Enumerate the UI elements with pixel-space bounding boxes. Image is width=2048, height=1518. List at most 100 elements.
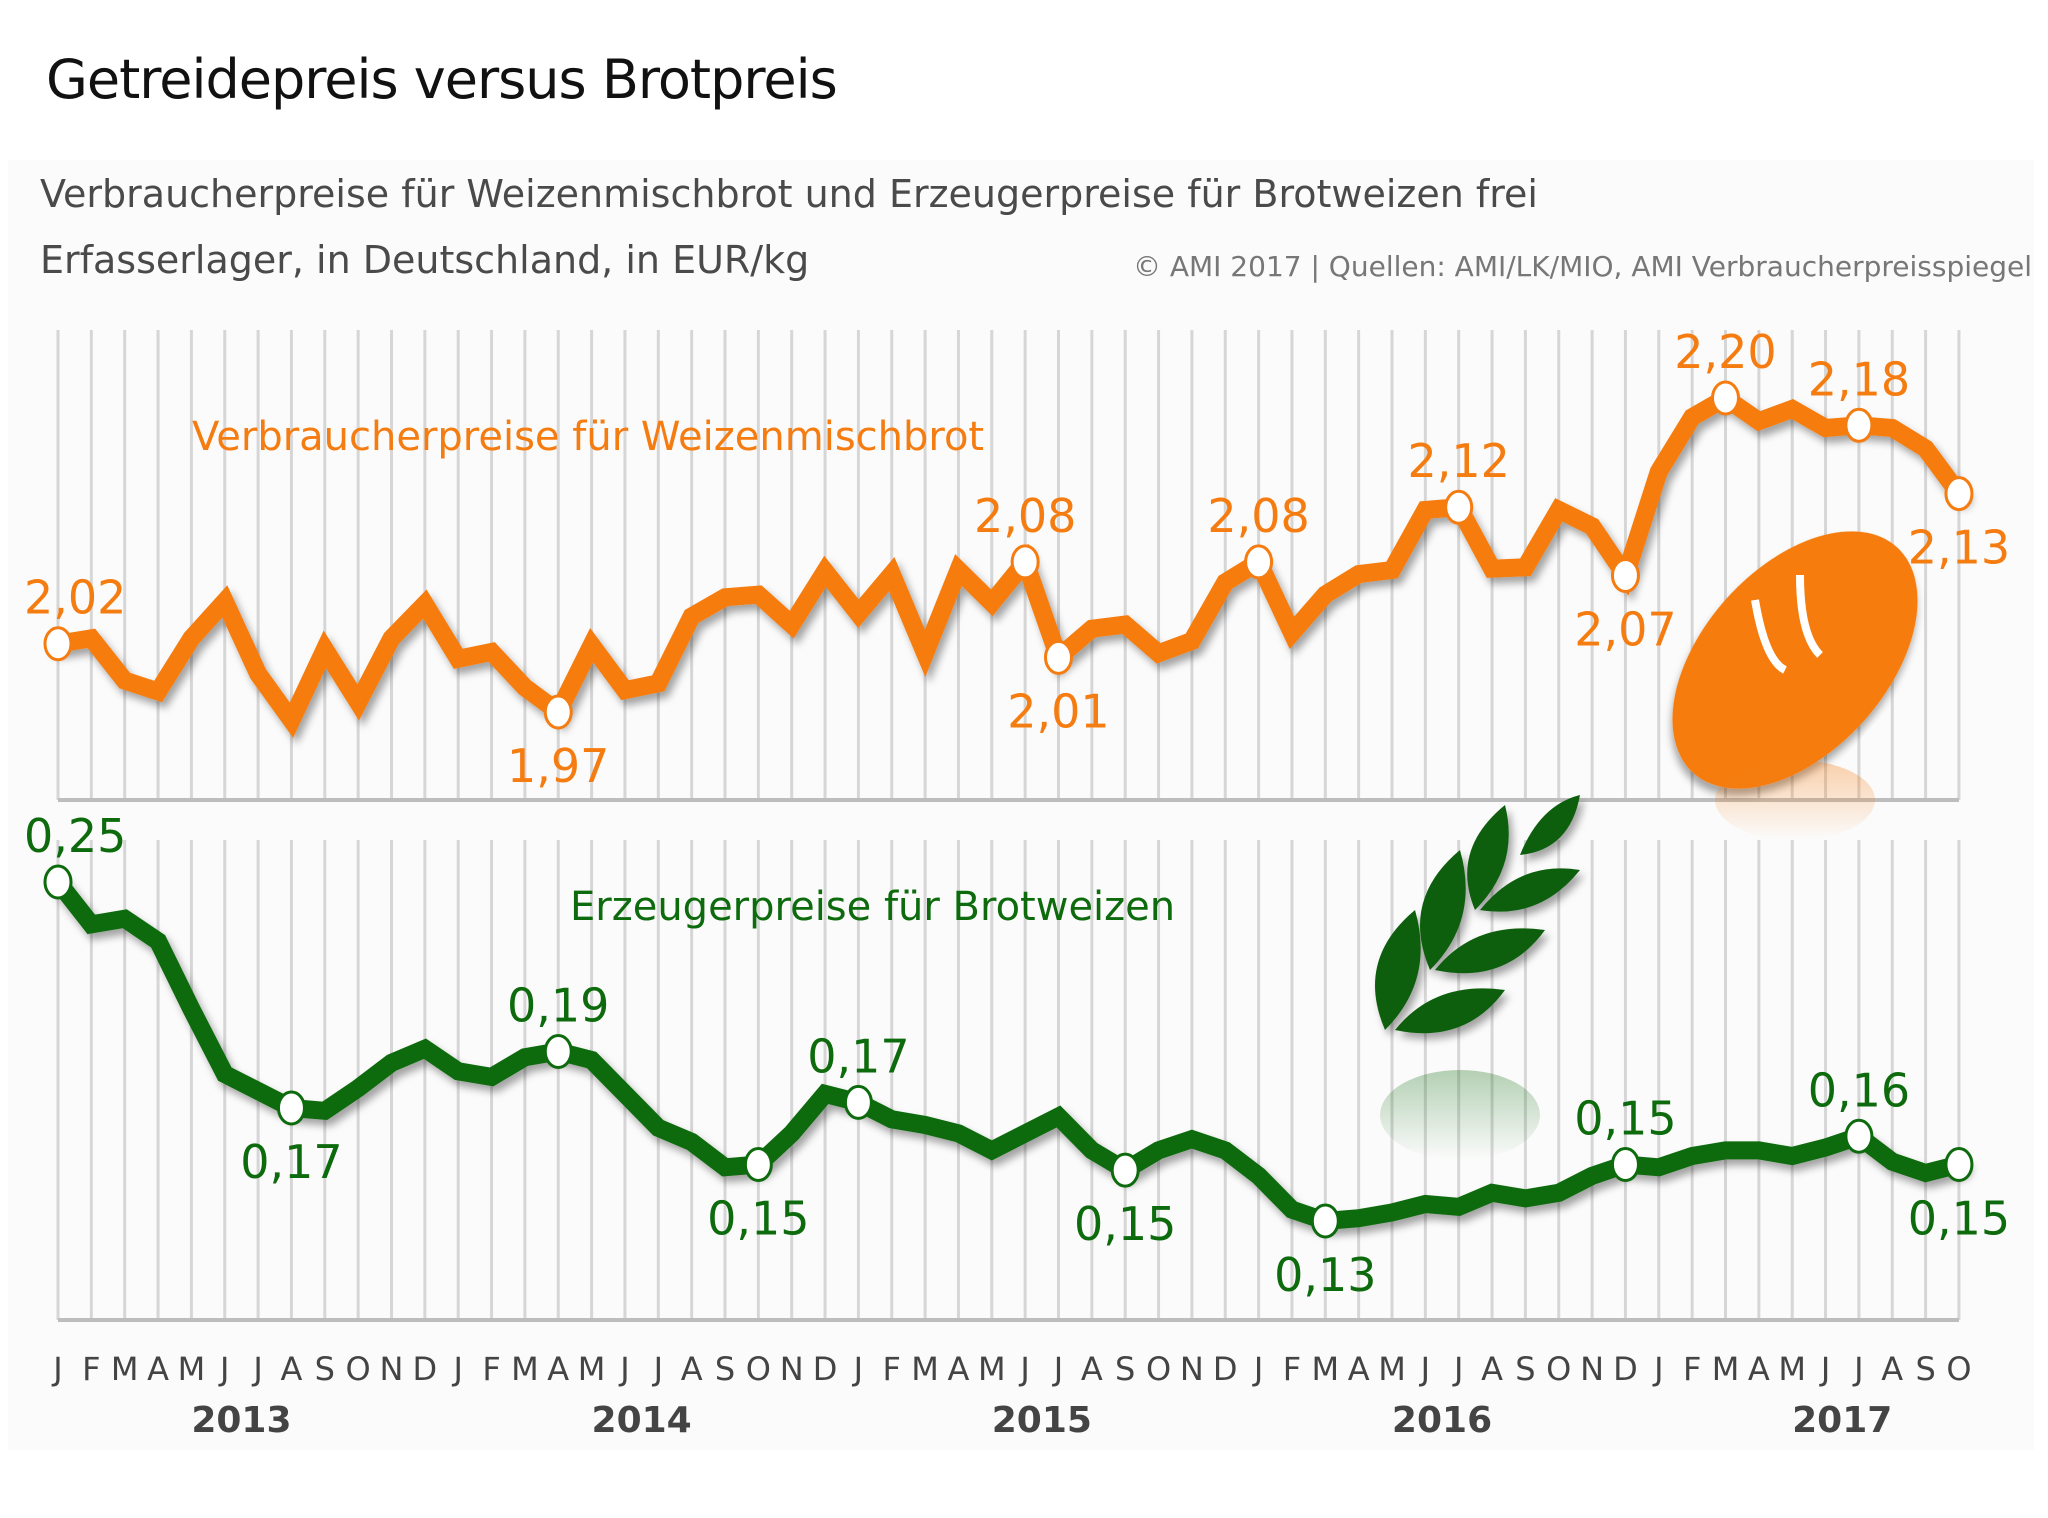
wheat-icon xyxy=(1375,795,1580,1034)
data-point-marker xyxy=(543,1034,573,1069)
data-label: 0,15 xyxy=(707,1192,809,1246)
series-erzeugerpreise: 0,25 0,17 0,19 0,15 0,17 0,15 0,13 0,15 0,16 0,15 xyxy=(24,809,2010,1302)
data-point-marker xyxy=(1044,639,1073,675)
data-label: 2,18 xyxy=(1808,352,1910,406)
x-tick-label: J xyxy=(1018,1350,1029,1388)
x-tick-label: S xyxy=(1115,1350,1135,1388)
x-tick-label: M xyxy=(1311,1350,1339,1388)
x-tick-label: A xyxy=(1881,1350,1903,1388)
data-label: 0,13 xyxy=(1274,1248,1376,1302)
data-label: 0,15 xyxy=(1074,1197,1176,1251)
x-year-label: 2015 xyxy=(992,1400,1092,1441)
x-tick-label: J xyxy=(251,1350,262,1388)
data-point-marker xyxy=(276,1090,306,1126)
x-tick-label: O xyxy=(746,1350,771,1388)
chart-panel xyxy=(8,160,2034,1450)
x-tick-label: F xyxy=(883,1350,901,1388)
x-tick-label: N xyxy=(1180,1350,1204,1388)
data-label: 0,17 xyxy=(240,1135,342,1189)
x-year-label: 2013 xyxy=(191,1400,291,1441)
x-tick-label: J xyxy=(1819,1350,1830,1388)
x-tick-label: F xyxy=(1683,1350,1701,1388)
x-tick-label: A xyxy=(681,1350,703,1388)
data-point-marker xyxy=(43,626,73,662)
x-tick-label: M xyxy=(911,1350,939,1388)
x-tick-label: J xyxy=(618,1350,629,1388)
x-tick-label: J xyxy=(1652,1350,1663,1388)
x-tick-label: F xyxy=(82,1350,100,1388)
x-tick-label: J xyxy=(51,1350,62,1388)
x-tick-label: A xyxy=(281,1350,303,1388)
data-point-marker xyxy=(43,864,73,900)
x-tick-label: F xyxy=(482,1350,500,1388)
data-label: 0,15 xyxy=(1908,1192,2010,1246)
data-label: 2,20 xyxy=(1674,325,1776,379)
x-tick-label: D xyxy=(1213,1350,1238,1388)
x-tick-label: S xyxy=(1515,1350,1535,1388)
data-label: 0,15 xyxy=(1574,1092,1676,1146)
x-tick-label: J xyxy=(1419,1350,1430,1388)
x-tick-label: D xyxy=(813,1350,838,1388)
x-tick-label: J xyxy=(451,1350,462,1388)
x-tick-label: N xyxy=(780,1350,804,1388)
data-label: 0,19 xyxy=(507,979,609,1033)
data-point-marker xyxy=(843,1084,873,1120)
wheat-icon-reflection xyxy=(1380,1070,1540,1160)
x-tick-label: J xyxy=(1852,1350,1863,1388)
data-point-marker xyxy=(743,1147,773,1182)
x-tick-label: A xyxy=(948,1350,970,1388)
x-tick-label: A xyxy=(1081,1350,1103,1388)
data-point-marker xyxy=(1444,489,1474,525)
data-label: 2,02 xyxy=(24,571,126,625)
x-tick-label: N xyxy=(380,1350,404,1388)
x-tick-label: A xyxy=(547,1350,569,1388)
chart-subtitle-line2: Erfasserlager, in Deutschland, in EUR/kg xyxy=(40,238,810,282)
data-label: 2,12 xyxy=(1407,434,1509,488)
x-tick-label: M xyxy=(1378,1350,1406,1388)
x-year-label: 2014 xyxy=(592,1400,692,1441)
series-title-verbraucherpreise: Verbraucherpreise für Weizenmischbrot xyxy=(192,414,984,460)
series-line xyxy=(49,387,1968,738)
x-tick-label: M xyxy=(978,1350,1006,1388)
data-point-marker xyxy=(1110,1152,1140,1188)
x-tick-label: O xyxy=(1946,1350,1971,1388)
data-label: 2,08 xyxy=(974,489,1076,543)
page-title: Getreidepreis versus Brotpreis xyxy=(46,48,838,111)
data-point-marker xyxy=(1711,380,1740,416)
data-point-marker xyxy=(1610,557,1640,593)
data-point-marker xyxy=(1944,1147,1974,1182)
x-tick-label: J xyxy=(852,1350,863,1388)
x-tick-label: J xyxy=(1452,1350,1463,1388)
x-tick-label: N xyxy=(1580,1350,1604,1388)
data-label: 0,16 xyxy=(1808,1063,1910,1117)
data-point-marker xyxy=(1944,476,1974,512)
x-tick-label: M xyxy=(578,1350,606,1388)
x-tick-label: D xyxy=(413,1350,438,1388)
x-tick-label: J xyxy=(218,1350,229,1388)
x-tick-label: M xyxy=(1712,1350,1740,1388)
x-tick-label: F xyxy=(1283,1350,1301,1388)
data-point-marker xyxy=(543,694,573,730)
data-label: 1,97 xyxy=(507,739,609,793)
x-year-label: 2017 xyxy=(1792,1400,1892,1441)
x-tick-label: J xyxy=(1052,1350,1063,1388)
x-tick-label: J xyxy=(1252,1350,1263,1388)
data-label: 2,07 xyxy=(1574,602,1676,656)
data-label: 0,17 xyxy=(807,1029,909,1083)
x-tick-label: A xyxy=(1748,1350,1770,1388)
data-point-marker xyxy=(1010,544,1040,580)
data-point-marker xyxy=(1844,407,1874,443)
x-tick-label: M xyxy=(111,1350,139,1388)
x-tick-label: A xyxy=(147,1350,169,1388)
x-tick-label: O xyxy=(1146,1350,1171,1388)
series-line xyxy=(49,873,1968,1231)
x-tick-label: M xyxy=(1778,1350,1806,1388)
source-credit: © AMI 2017 | Quellen: AMI/LK/MIO, AMI Ve… xyxy=(1132,250,2032,283)
x-tick-label: S xyxy=(1915,1350,1935,1388)
x-tick-label: S xyxy=(315,1350,335,1388)
x-tick-label: J xyxy=(652,1350,663,1388)
data-point-marker xyxy=(1844,1118,1874,1154)
x-tick-label: D xyxy=(1613,1350,1638,1388)
